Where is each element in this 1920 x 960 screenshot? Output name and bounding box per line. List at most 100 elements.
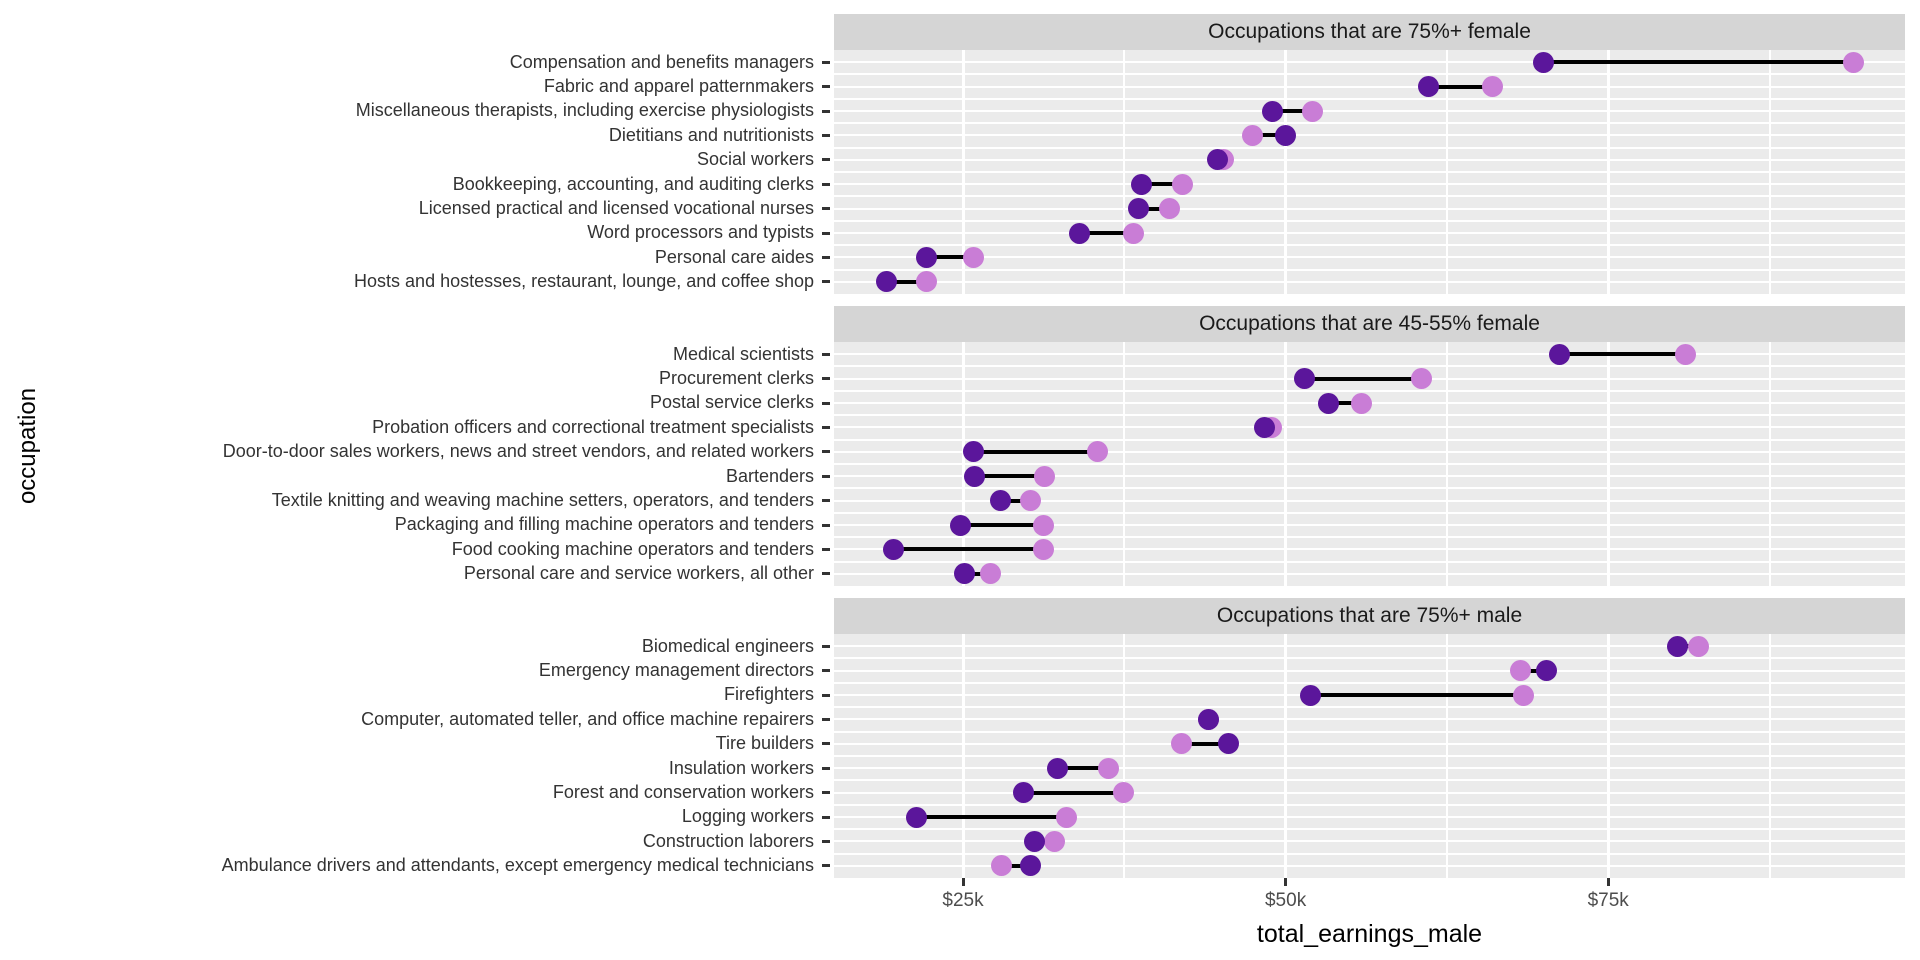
dot-light bbox=[1842, 51, 1864, 73]
row-boundary-gridline bbox=[834, 706, 1905, 709]
dot-light bbox=[1055, 806, 1077, 828]
x-tick bbox=[1606, 878, 1610, 886]
y-tick bbox=[822, 717, 830, 721]
y-tick bbox=[822, 85, 830, 89]
row-boundary-gridline bbox=[834, 657, 1905, 660]
row-boundary-gridline bbox=[834, 755, 1905, 757]
connector-line bbox=[1428, 84, 1493, 89]
dot-dark bbox=[1019, 855, 1041, 877]
dot-light bbox=[1019, 490, 1041, 512]
connector-line bbox=[960, 523, 1044, 527]
row-label: Emergency management directors bbox=[538, 660, 814, 681]
dot-dark bbox=[964, 465, 986, 487]
row-boundary-gridline bbox=[834, 219, 1905, 222]
row-label: Word processors and typists bbox=[587, 222, 814, 243]
y-tick bbox=[822, 158, 830, 162]
row-boundary-gridline bbox=[834, 195, 1905, 198]
row-label: Personal care aides bbox=[654, 246, 814, 267]
connector-line bbox=[1079, 231, 1134, 235]
y-tick bbox=[822, 839, 830, 843]
row-center-gridline bbox=[834, 158, 1905, 161]
x-tick-label: $75k bbox=[1587, 890, 1629, 911]
row-center-gridline bbox=[834, 450, 1905, 453]
dot-dark bbox=[1046, 757, 1068, 779]
y-tick bbox=[822, 231, 830, 235]
y-tick bbox=[822, 255, 830, 259]
row-label: Door-to-door sales workers, news and str… bbox=[222, 441, 814, 462]
dot-light bbox=[979, 563, 1001, 585]
row-boundary-gridline bbox=[834, 73, 1905, 76]
row-boundary-gridline bbox=[834, 463, 1905, 465]
dot-light bbox=[1512, 684, 1534, 706]
connector-line bbox=[1252, 133, 1286, 138]
dot-dark bbox=[1128, 198, 1150, 220]
row-label: Tire builders bbox=[715, 733, 814, 754]
row-boundary-gridline bbox=[834, 779, 1905, 782]
y-tick bbox=[822, 791, 830, 795]
y-tick bbox=[822, 864, 830, 868]
connector-line bbox=[886, 279, 927, 284]
row-label: Logging workers bbox=[681, 806, 814, 827]
y-tick bbox=[822, 401, 830, 405]
dot-dark bbox=[876, 271, 898, 293]
dot-light bbox=[1302, 100, 1324, 122]
connector-line bbox=[974, 474, 1045, 479]
dot-dark bbox=[1206, 149, 1228, 171]
connector-line bbox=[1272, 109, 1313, 113]
row-center-gridline bbox=[834, 280, 1905, 283]
facet-strip: Occupations that are 75%+ female bbox=[834, 14, 1905, 50]
dot-light bbox=[1241, 124, 1263, 146]
row-center-gridline bbox=[834, 183, 1905, 186]
dot-dark bbox=[1068, 222, 1090, 244]
connector-line bbox=[973, 449, 1098, 454]
y-tick bbox=[822, 742, 830, 746]
row-center-gridline bbox=[834, 767, 1905, 770]
row-boundary-gridline bbox=[834, 414, 1905, 417]
dot-light bbox=[916, 271, 938, 293]
dot-dark bbox=[1418, 76, 1440, 98]
x-tick bbox=[961, 878, 965, 886]
y-tick bbox=[822, 425, 830, 429]
row-boundary-gridline bbox=[834, 171, 1905, 173]
dot-light bbox=[1509, 660, 1531, 682]
y-tick bbox=[822, 693, 830, 697]
connector-line bbox=[1310, 693, 1524, 697]
row-label: Hosts and hostesses, restaurant, lounge,… bbox=[354, 271, 814, 292]
row-boundary-gridline bbox=[834, 536, 1905, 539]
row-center-gridline bbox=[834, 499, 1905, 502]
dot-light bbox=[1112, 782, 1134, 804]
dot-light bbox=[962, 246, 984, 268]
y-tick bbox=[822, 474, 830, 478]
row-boundary-gridline bbox=[834, 244, 1905, 247]
facet-panel bbox=[834, 50, 1905, 294]
row-center-gridline bbox=[834, 85, 1905, 88]
row-center-gridline bbox=[834, 426, 1905, 429]
row-label: Medical scientists bbox=[672, 343, 814, 364]
row-boundary-gridline bbox=[834, 268, 1905, 271]
row-center-gridline bbox=[834, 548, 1905, 551]
connector-line bbox=[1543, 60, 1854, 65]
row-boundary-gridline bbox=[834, 803, 1905, 806]
row-boundary-gridline bbox=[834, 681, 1905, 684]
row-boundary-gridline bbox=[834, 389, 1905, 392]
row-label: Personal care and service workers, all o… bbox=[463, 563, 814, 584]
row-boundary-gridline bbox=[834, 438, 1905, 441]
dot-light bbox=[1122, 222, 1144, 244]
dot-dark bbox=[962, 441, 984, 463]
row-center-gridline bbox=[834, 61, 1905, 64]
row-center-gridline bbox=[834, 207, 1905, 210]
y-tick bbox=[822, 450, 830, 454]
row-boundary-gridline bbox=[834, 487, 1905, 490]
row-label: Fabric and apparel patternmakers bbox=[543, 76, 814, 97]
y-tick bbox=[822, 547, 830, 551]
row-center-gridline bbox=[834, 718, 1905, 721]
connector-line bbox=[1000, 498, 1031, 503]
dot-light bbox=[1032, 514, 1054, 536]
y-tick bbox=[822, 766, 830, 770]
row-label: Forest and conservation workers bbox=[552, 782, 814, 803]
row-label: Postal service clerks bbox=[649, 392, 814, 413]
row-center-gridline bbox=[834, 742, 1905, 745]
row-center-gridline bbox=[834, 864, 1905, 867]
row-center-gridline bbox=[834, 524, 1905, 526]
